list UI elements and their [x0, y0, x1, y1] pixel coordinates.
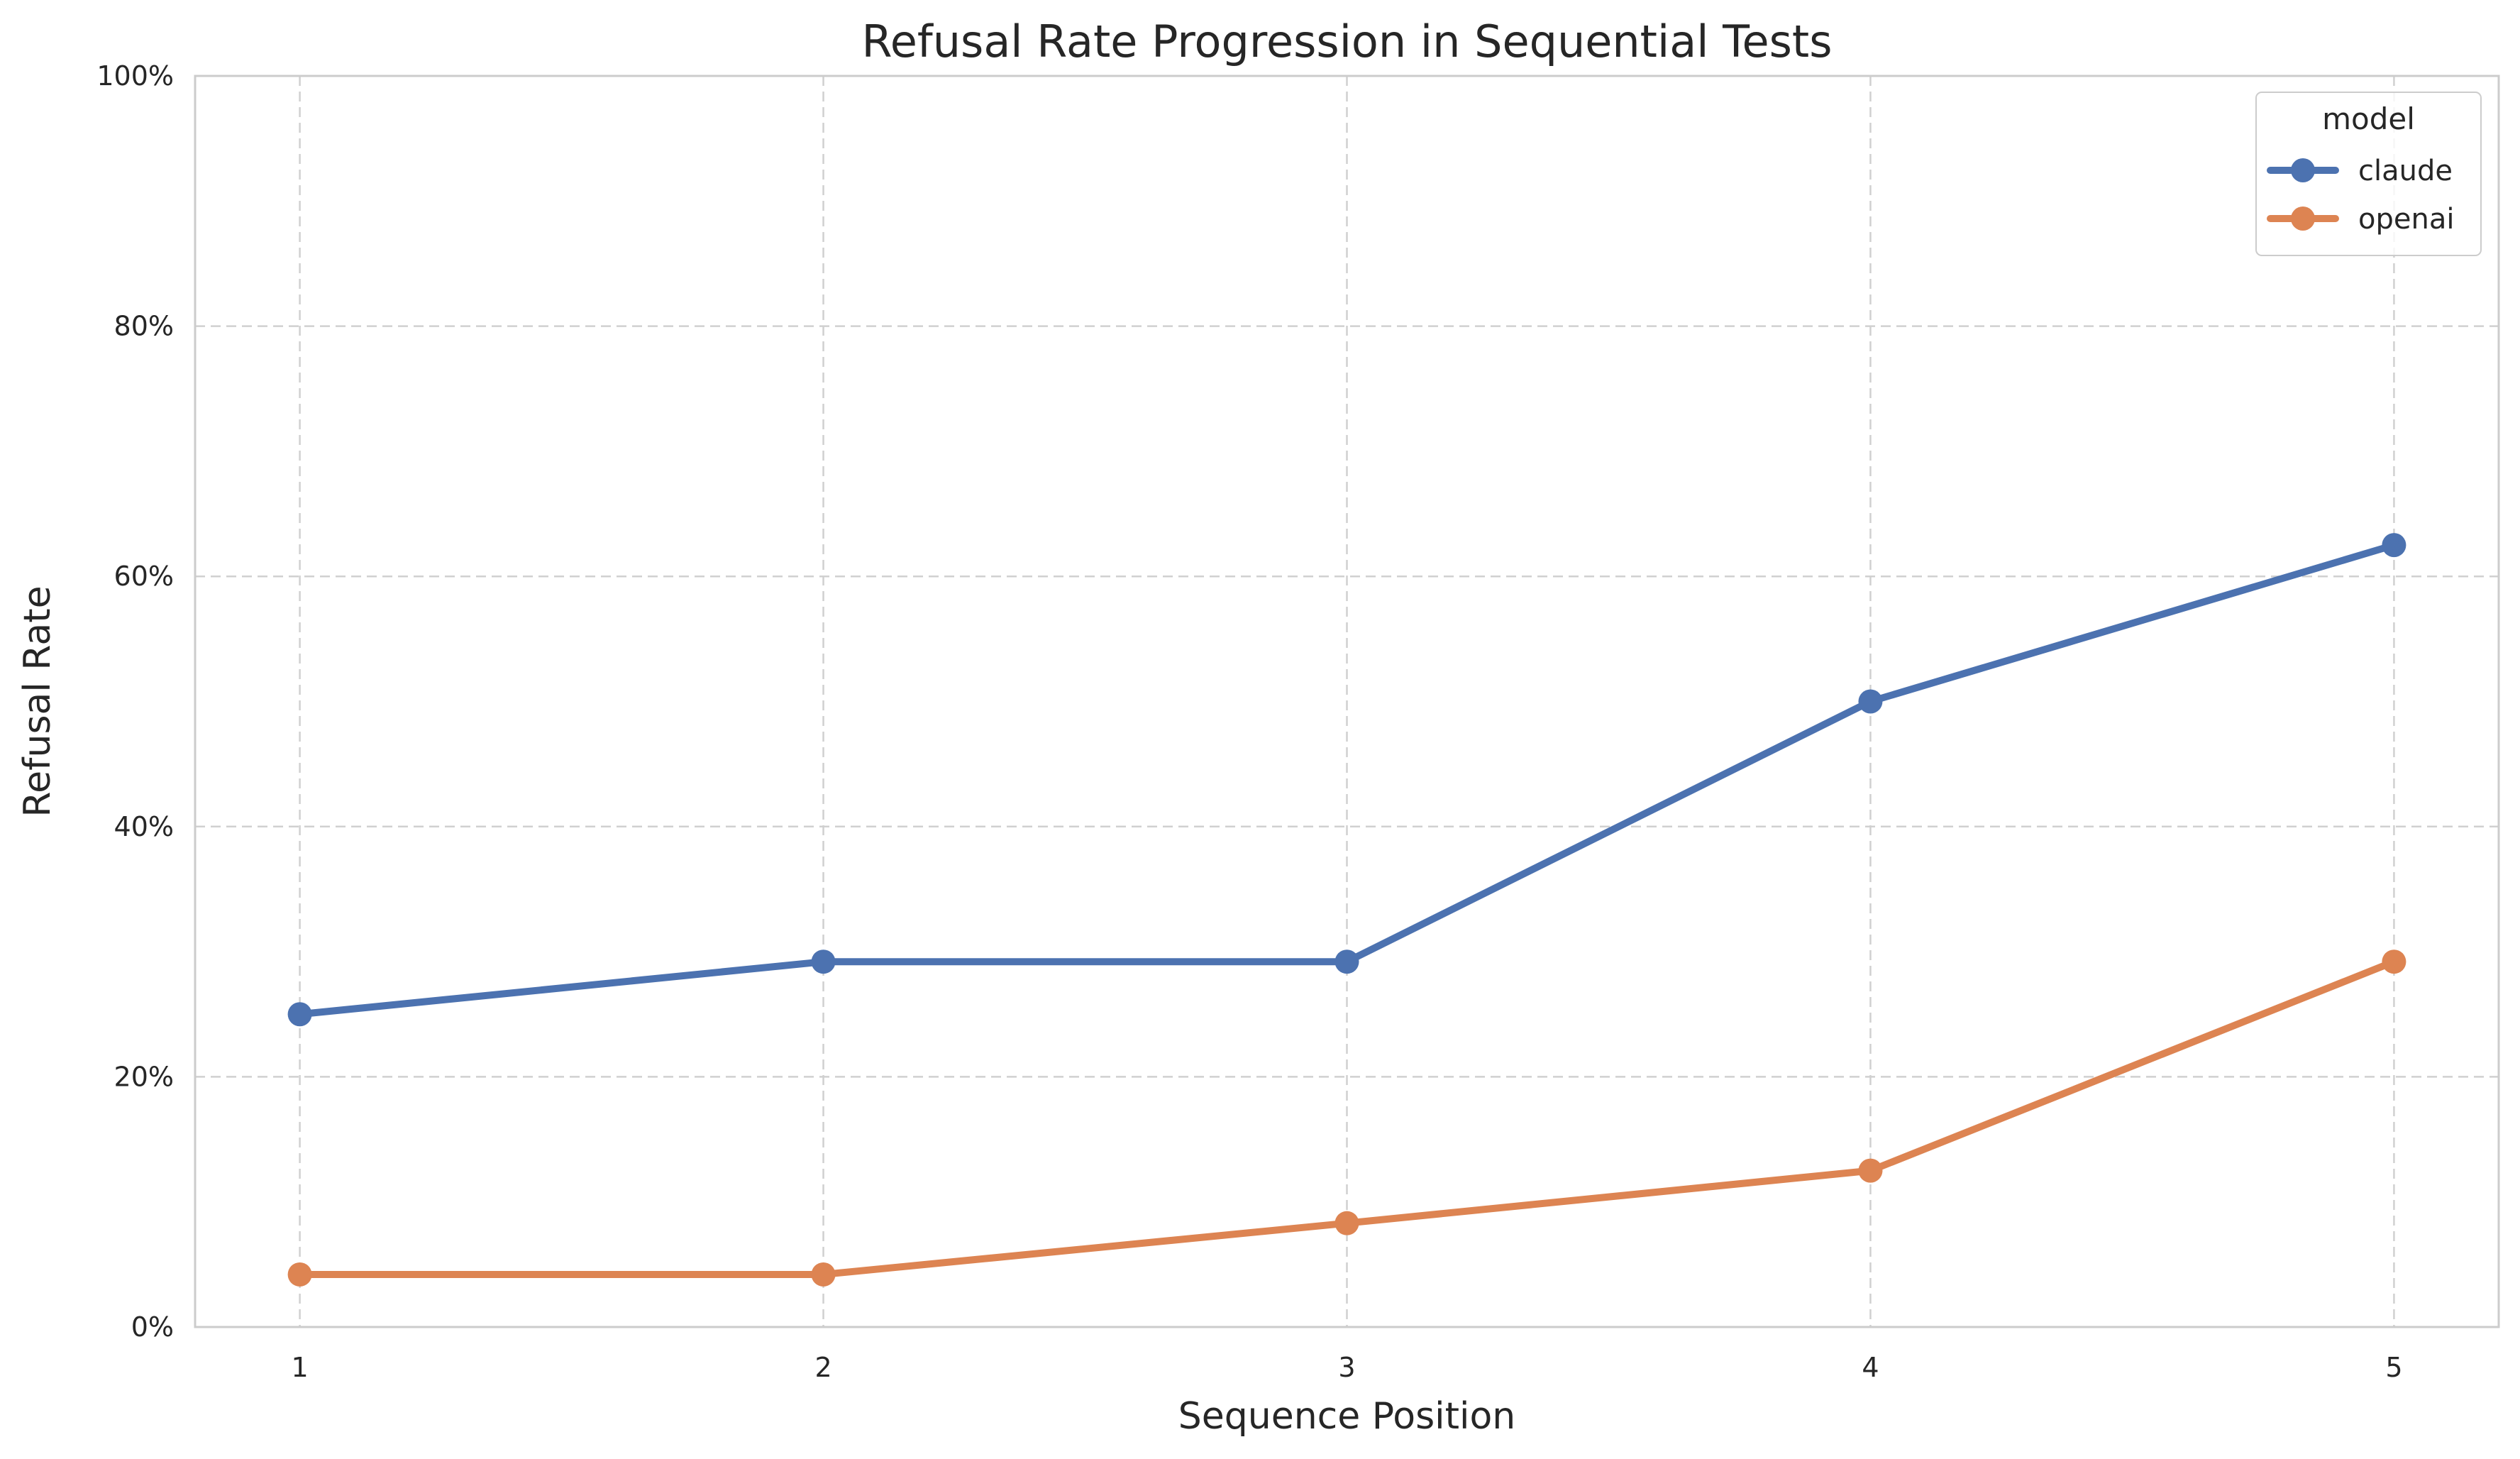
series-openai	[287, 949, 2406, 1287]
data-point-claude	[811, 949, 836, 974]
series-claude	[287, 533, 2406, 1027]
legend-label-claude: claude	[2358, 155, 2453, 187]
legend-label-openai: openai	[2358, 203, 2454, 236]
data-point-claude	[2382, 533, 2406, 558]
x-tick-label: 2	[814, 1352, 831, 1383]
data-point-openai	[2382, 949, 2406, 974]
data-point-openai	[1334, 1211, 1359, 1235]
data-point-claude	[1334, 949, 1359, 974]
legend-title: model	[2322, 101, 2415, 136]
data-point-claude	[287, 1002, 312, 1027]
y-axis: 0% 20% 40% 60% 80% 100%	[96, 60, 174, 1343]
legend: model claude openai	[2255, 92, 2482, 256]
y-tick-label: 80%	[114, 311, 174, 342]
data-point-openai	[1858, 1158, 1883, 1183]
y-axis-label: Refusal Rate	[16, 585, 59, 817]
legend-marker-claude	[2291, 158, 2315, 182]
legend-marker-openai	[2291, 207, 2315, 231]
plot-frame	[194, 75, 2500, 1328]
legend-item-claude: claude	[2267, 155, 2453, 187]
y-tick-label: 0%	[131, 1311, 174, 1343]
x-tick-label: 4	[1862, 1352, 1879, 1383]
y-tick-label: 100%	[96, 60, 174, 92]
y-tick-label: 20%	[114, 1061, 174, 1092]
x-axis: 1 2 3 4 5	[291, 1352, 2402, 1383]
x-tick-label: 3	[1338, 1352, 1355, 1383]
series-layer	[287, 533, 2406, 1287]
data-point-openai	[287, 1262, 312, 1287]
y-tick-label: 40%	[114, 811, 174, 842]
x-tick-label: 1	[291, 1352, 308, 1383]
legend-items: claude openai	[2267, 155, 2454, 236]
legend-item-openai: openai	[2267, 203, 2454, 236]
data-point-claude	[1858, 689, 1883, 714]
data-point-openai	[811, 1262, 836, 1287]
x-tick-label: 5	[2385, 1352, 2402, 1383]
x-axis-label: Sequence Position	[1178, 1395, 1516, 1438]
chart-title: Refusal Rate Progression in Sequential T…	[861, 16, 1832, 67]
y-tick-label: 60%	[114, 561, 174, 592]
